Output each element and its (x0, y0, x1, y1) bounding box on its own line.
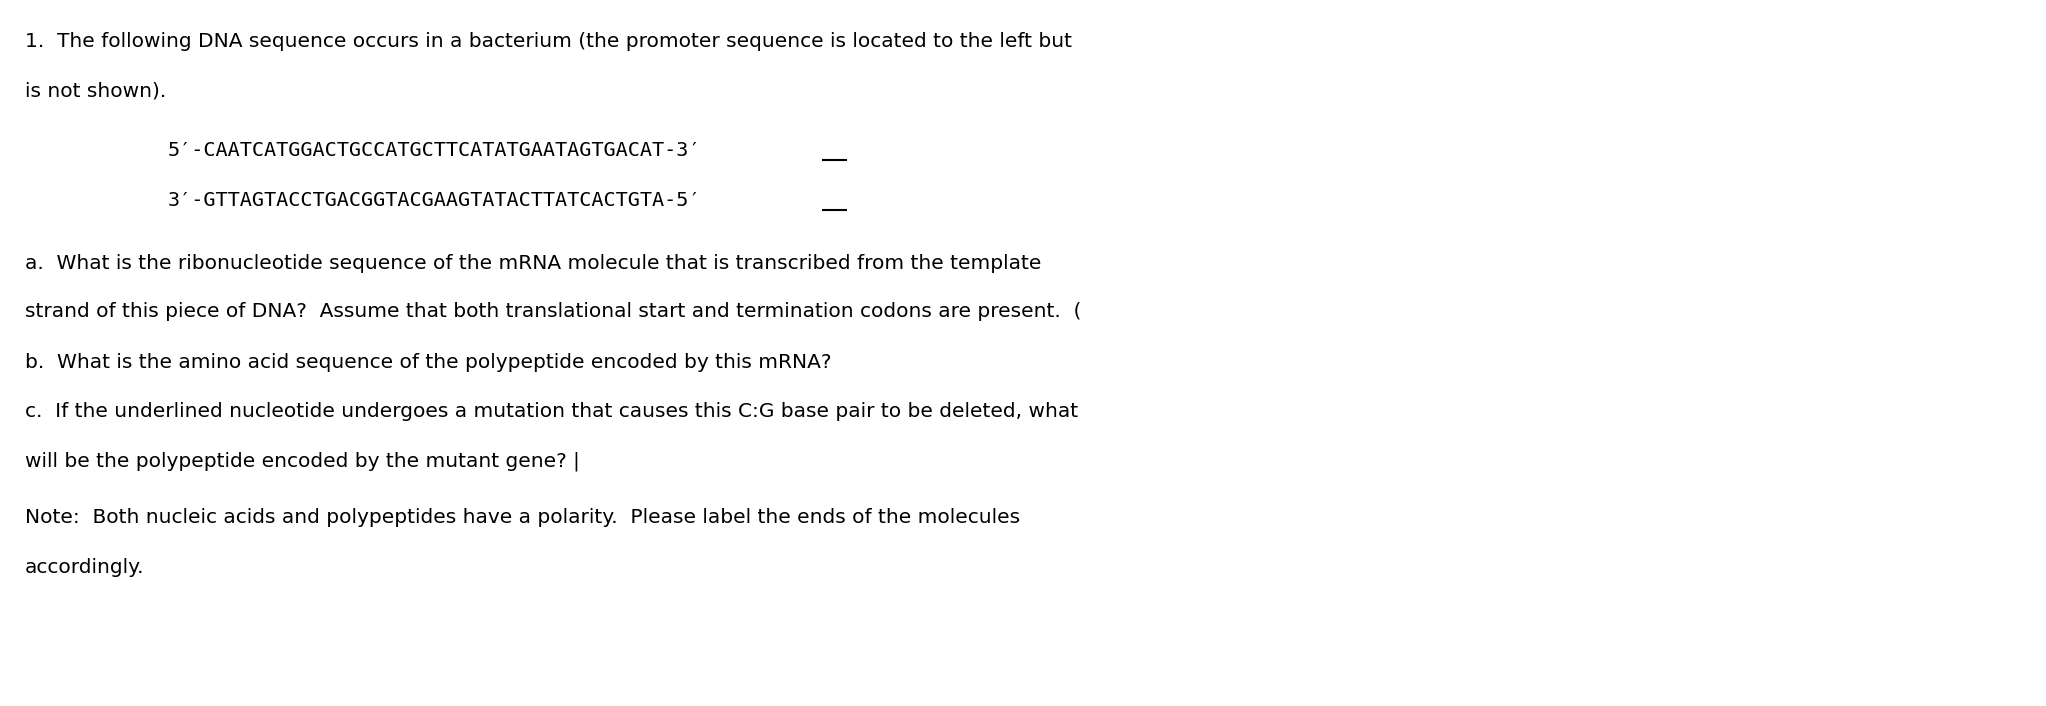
Text: strand of this piece of DNA?  Assume that both translational start and terminati: strand of this piece of DNA? Assume that… (25, 302, 1080, 321)
Text: is not shown).: is not shown). (25, 81, 166, 100)
Text: Note:  Both nucleic acids and polypeptides have a polarity.  Please label the en: Note: Both nucleic acids and polypeptide… (25, 508, 1019, 527)
Text: 3′-GTTAGTACCTGACGGTACGAAGTATACTTATCACTGTA-5′: 3′-GTTAGTACCTGACGGTACGAAGTATACTTATCACTGT… (168, 191, 702, 210)
Text: accordingly.: accordingly. (25, 558, 143, 577)
Text: b.  What is the amino acid sequence of the polypeptide encoded by this mRNA?: b. What is the amino acid sequence of th… (25, 353, 831, 372)
Text: a.  What is the ribonucleotide sequence of the mRNA molecule that is transcribed: a. What is the ribonucleotide sequence o… (25, 254, 1041, 273)
Text: 5′-CAATCATGGACTGCCATGCTTCATATGAATAGTGACAT-3′: 5′-CAATCATGGACTGCCATGCTTCATATGAATAGTGACA… (168, 141, 702, 160)
Text: will be the polypeptide encoded by the mutant gene? |: will be the polypeptide encoded by the m… (25, 452, 579, 472)
Text: 1.  The following DNA sequence occurs in a bacterium (the promoter sequence is l: 1. The following DNA sequence occurs in … (25, 32, 1072, 51)
Text: c.  If the underlined nucleotide undergoes a mutation that causes this C:G base : c. If the underlined nucleotide undergoe… (25, 402, 1078, 421)
